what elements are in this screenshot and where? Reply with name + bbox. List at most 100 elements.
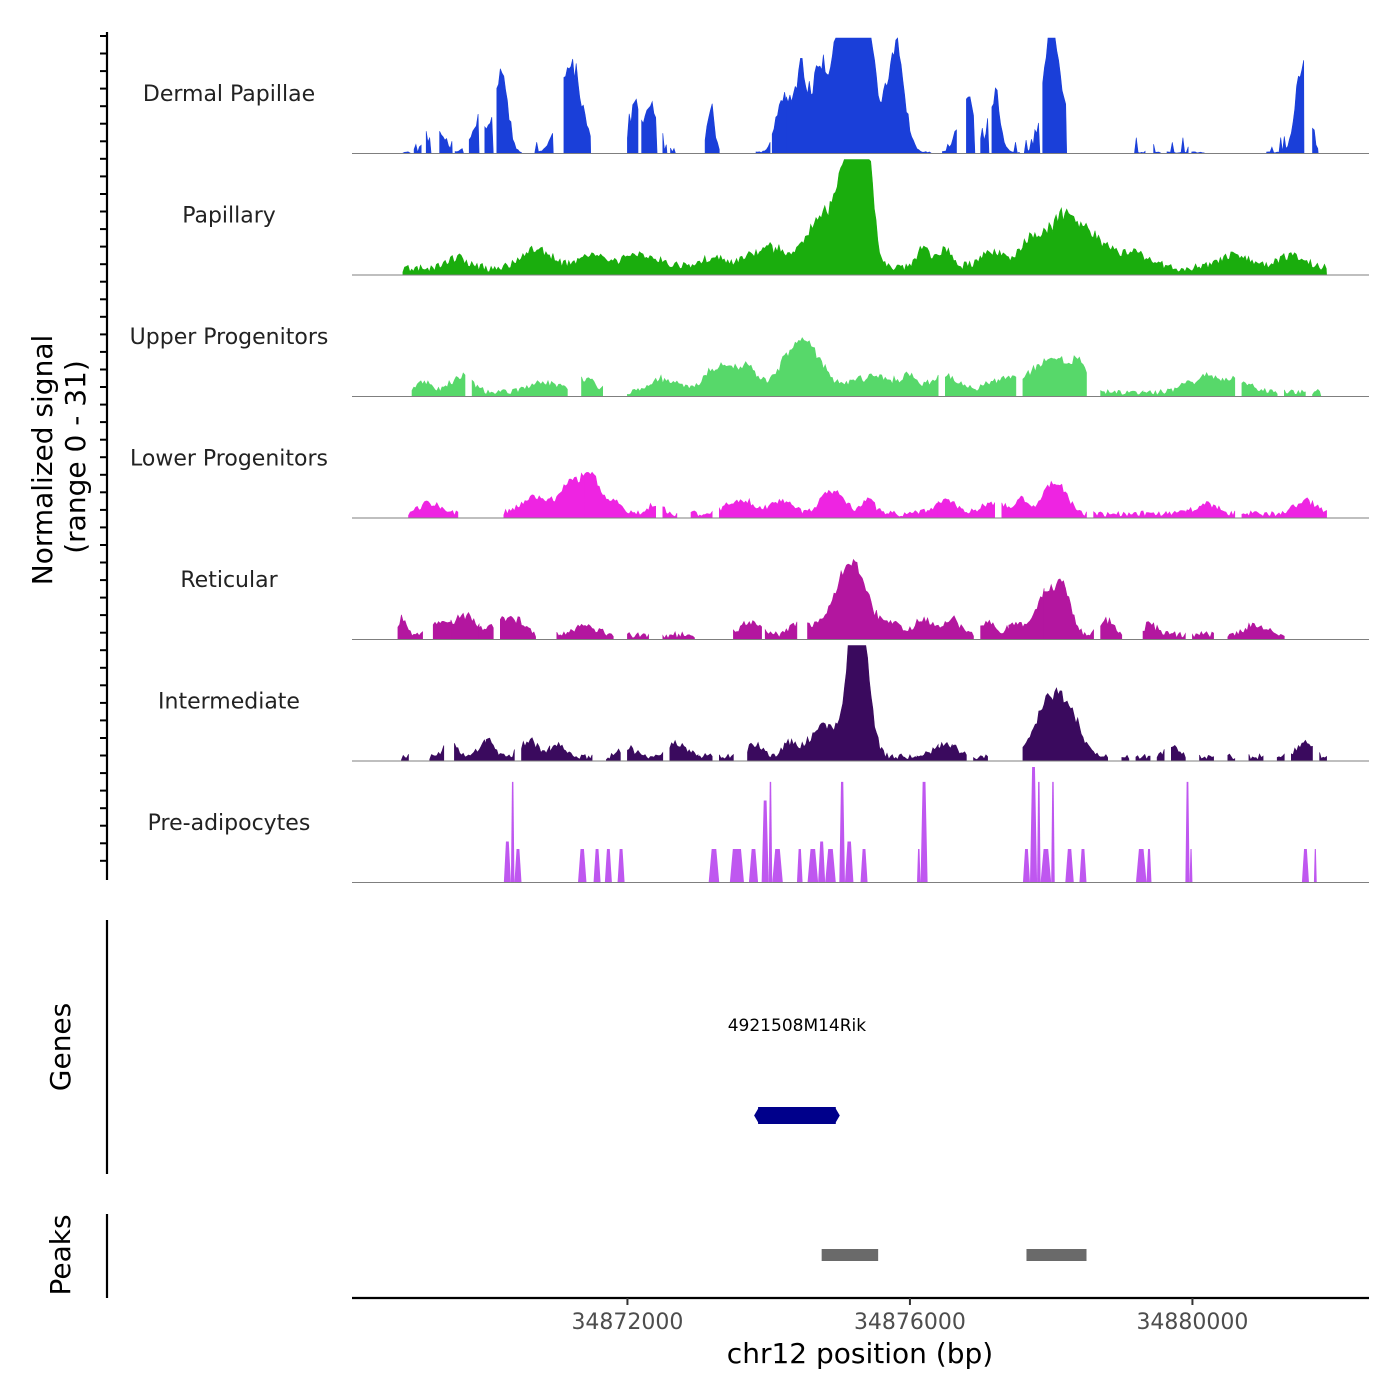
signal-area	[1100, 389, 1144, 397]
signal-area	[627, 744, 664, 762]
signal-area	[450, 612, 480, 640]
genes-track-title: Genes	[44, 1003, 77, 1091]
strand-arrow	[754, 1107, 760, 1124]
signal-bar	[1301, 848, 1309, 883]
signal-area	[690, 510, 713, 519]
signal-bar	[1030, 767, 1038, 883]
signal-area	[1241, 497, 1327, 519]
signal-bar	[772, 848, 783, 883]
peaks-track	[821, 1249, 1087, 1261]
signal-area	[1291, 739, 1313, 762]
strand-arrow	[834, 1107, 840, 1124]
signal-bar	[1022, 848, 1030, 883]
signal-area	[454, 739, 487, 762]
signal-bar	[1146, 848, 1152, 883]
signal-area	[1134, 137, 1146, 154]
track-label-pre-adipocytes: Pre-adipocytes	[148, 811, 311, 836]
gene-4921508m14rik: 4921508M14Rik	[728, 1016, 867, 1124]
signal-area	[1100, 616, 1123, 640]
signal-area	[549, 741, 593, 762]
signal-area	[1199, 754, 1214, 762]
signal-area	[627, 337, 939, 397]
signal-area	[471, 379, 568, 397]
signal-bar	[729, 848, 744, 883]
track-label-dermal-papillae: Dermal Papillae	[143, 82, 315, 107]
track-intermediate	[352, 645, 1369, 762]
y-axis-title-line1: Normalized signal	[26, 335, 59, 586]
signal-area	[1312, 127, 1319, 154]
signal-bar	[818, 841, 826, 883]
signal-area	[408, 500, 459, 519]
track-upper-progenitors	[352, 337, 1369, 397]
gene-label: 4921508M14Rik	[728, 1016, 867, 1036]
signal-area	[1319, 752, 1327, 762]
signal-area	[1042, 37, 1068, 154]
signal-area	[937, 498, 995, 519]
signal-area	[966, 96, 976, 154]
signal-bar	[578, 848, 587, 883]
signal-bar	[708, 848, 720, 883]
signal-area	[429, 745, 445, 762]
signal-bar	[1079, 848, 1087, 883]
signal-area	[952, 744, 967, 762]
signal-bar	[593, 848, 601, 883]
signal-bar	[503, 841, 511, 883]
signal-area	[697, 753, 713, 762]
signal-area	[1121, 754, 1130, 762]
signal-area	[991, 87, 1011, 154]
signal-area	[1022, 355, 1087, 397]
signal-area	[1171, 744, 1186, 762]
signal-area	[1156, 749, 1165, 762]
signal-area	[704, 103, 720, 154]
signal-bar	[748, 848, 759, 883]
signal-area	[662, 631, 695, 640]
signal-area	[627, 98, 639, 154]
signal-area	[1192, 631, 1214, 640]
signal-area	[1142, 371, 1221, 397]
gene-body	[758, 1107, 836, 1124]
x-axis-ticks: 34872000 34876000 34880000	[571, 1298, 1248, 1335]
signal-area	[1065, 587, 1094, 640]
signal-area	[556, 623, 614, 640]
signal-bar	[1313, 848, 1317, 883]
signal-area	[1227, 622, 1285, 640]
y-axis-title-line2: (range 0 - 31)	[59, 360, 92, 554]
signal-area	[534, 133, 554, 154]
signal-bar	[1185, 781, 1190, 883]
track-dermal-papillae	[352, 37, 1369, 154]
signal-bar	[1037, 781, 1041, 883]
signal-area	[641, 100, 658, 154]
signal-bar	[844, 841, 854, 883]
signal-area	[439, 131, 453, 154]
signal-area	[1009, 142, 1021, 154]
signal-area	[521, 737, 551, 762]
peaks-track-title: Peaks	[44, 1214, 77, 1295]
signal-bar	[796, 848, 803, 883]
signal-bar	[604, 848, 612, 883]
track-reticular	[352, 558, 1369, 640]
track-label-reticular: Reticular	[180, 568, 278, 593]
signal-area	[1220, 375, 1236, 397]
signal-bar	[1189, 848, 1193, 883]
signal-area	[432, 620, 452, 640]
signal-bar	[1135, 848, 1147, 883]
track-papillary	[352, 159, 1369, 276]
signal-area	[484, 117, 494, 154]
signal-bar	[920, 781, 928, 883]
signal-area	[1276, 753, 1285, 762]
signal-area	[425, 131, 432, 154]
signal-area	[627, 632, 649, 640]
signal-area	[669, 739, 699, 762]
signal-area	[764, 621, 798, 640]
signal-area	[980, 118, 990, 154]
signal-area	[1153, 144, 1163, 154]
x-tick-label: 34880000	[1136, 1310, 1248, 1335]
signal-area	[581, 376, 603, 397]
signal-area	[402, 159, 1327, 276]
signal-bar	[768, 781, 773, 883]
signal-bar	[514, 848, 522, 883]
signal-area	[1142, 621, 1186, 640]
signal-bar	[1065, 848, 1074, 883]
track-label-upper-progenitors: Upper Progenitors	[130, 325, 329, 350]
